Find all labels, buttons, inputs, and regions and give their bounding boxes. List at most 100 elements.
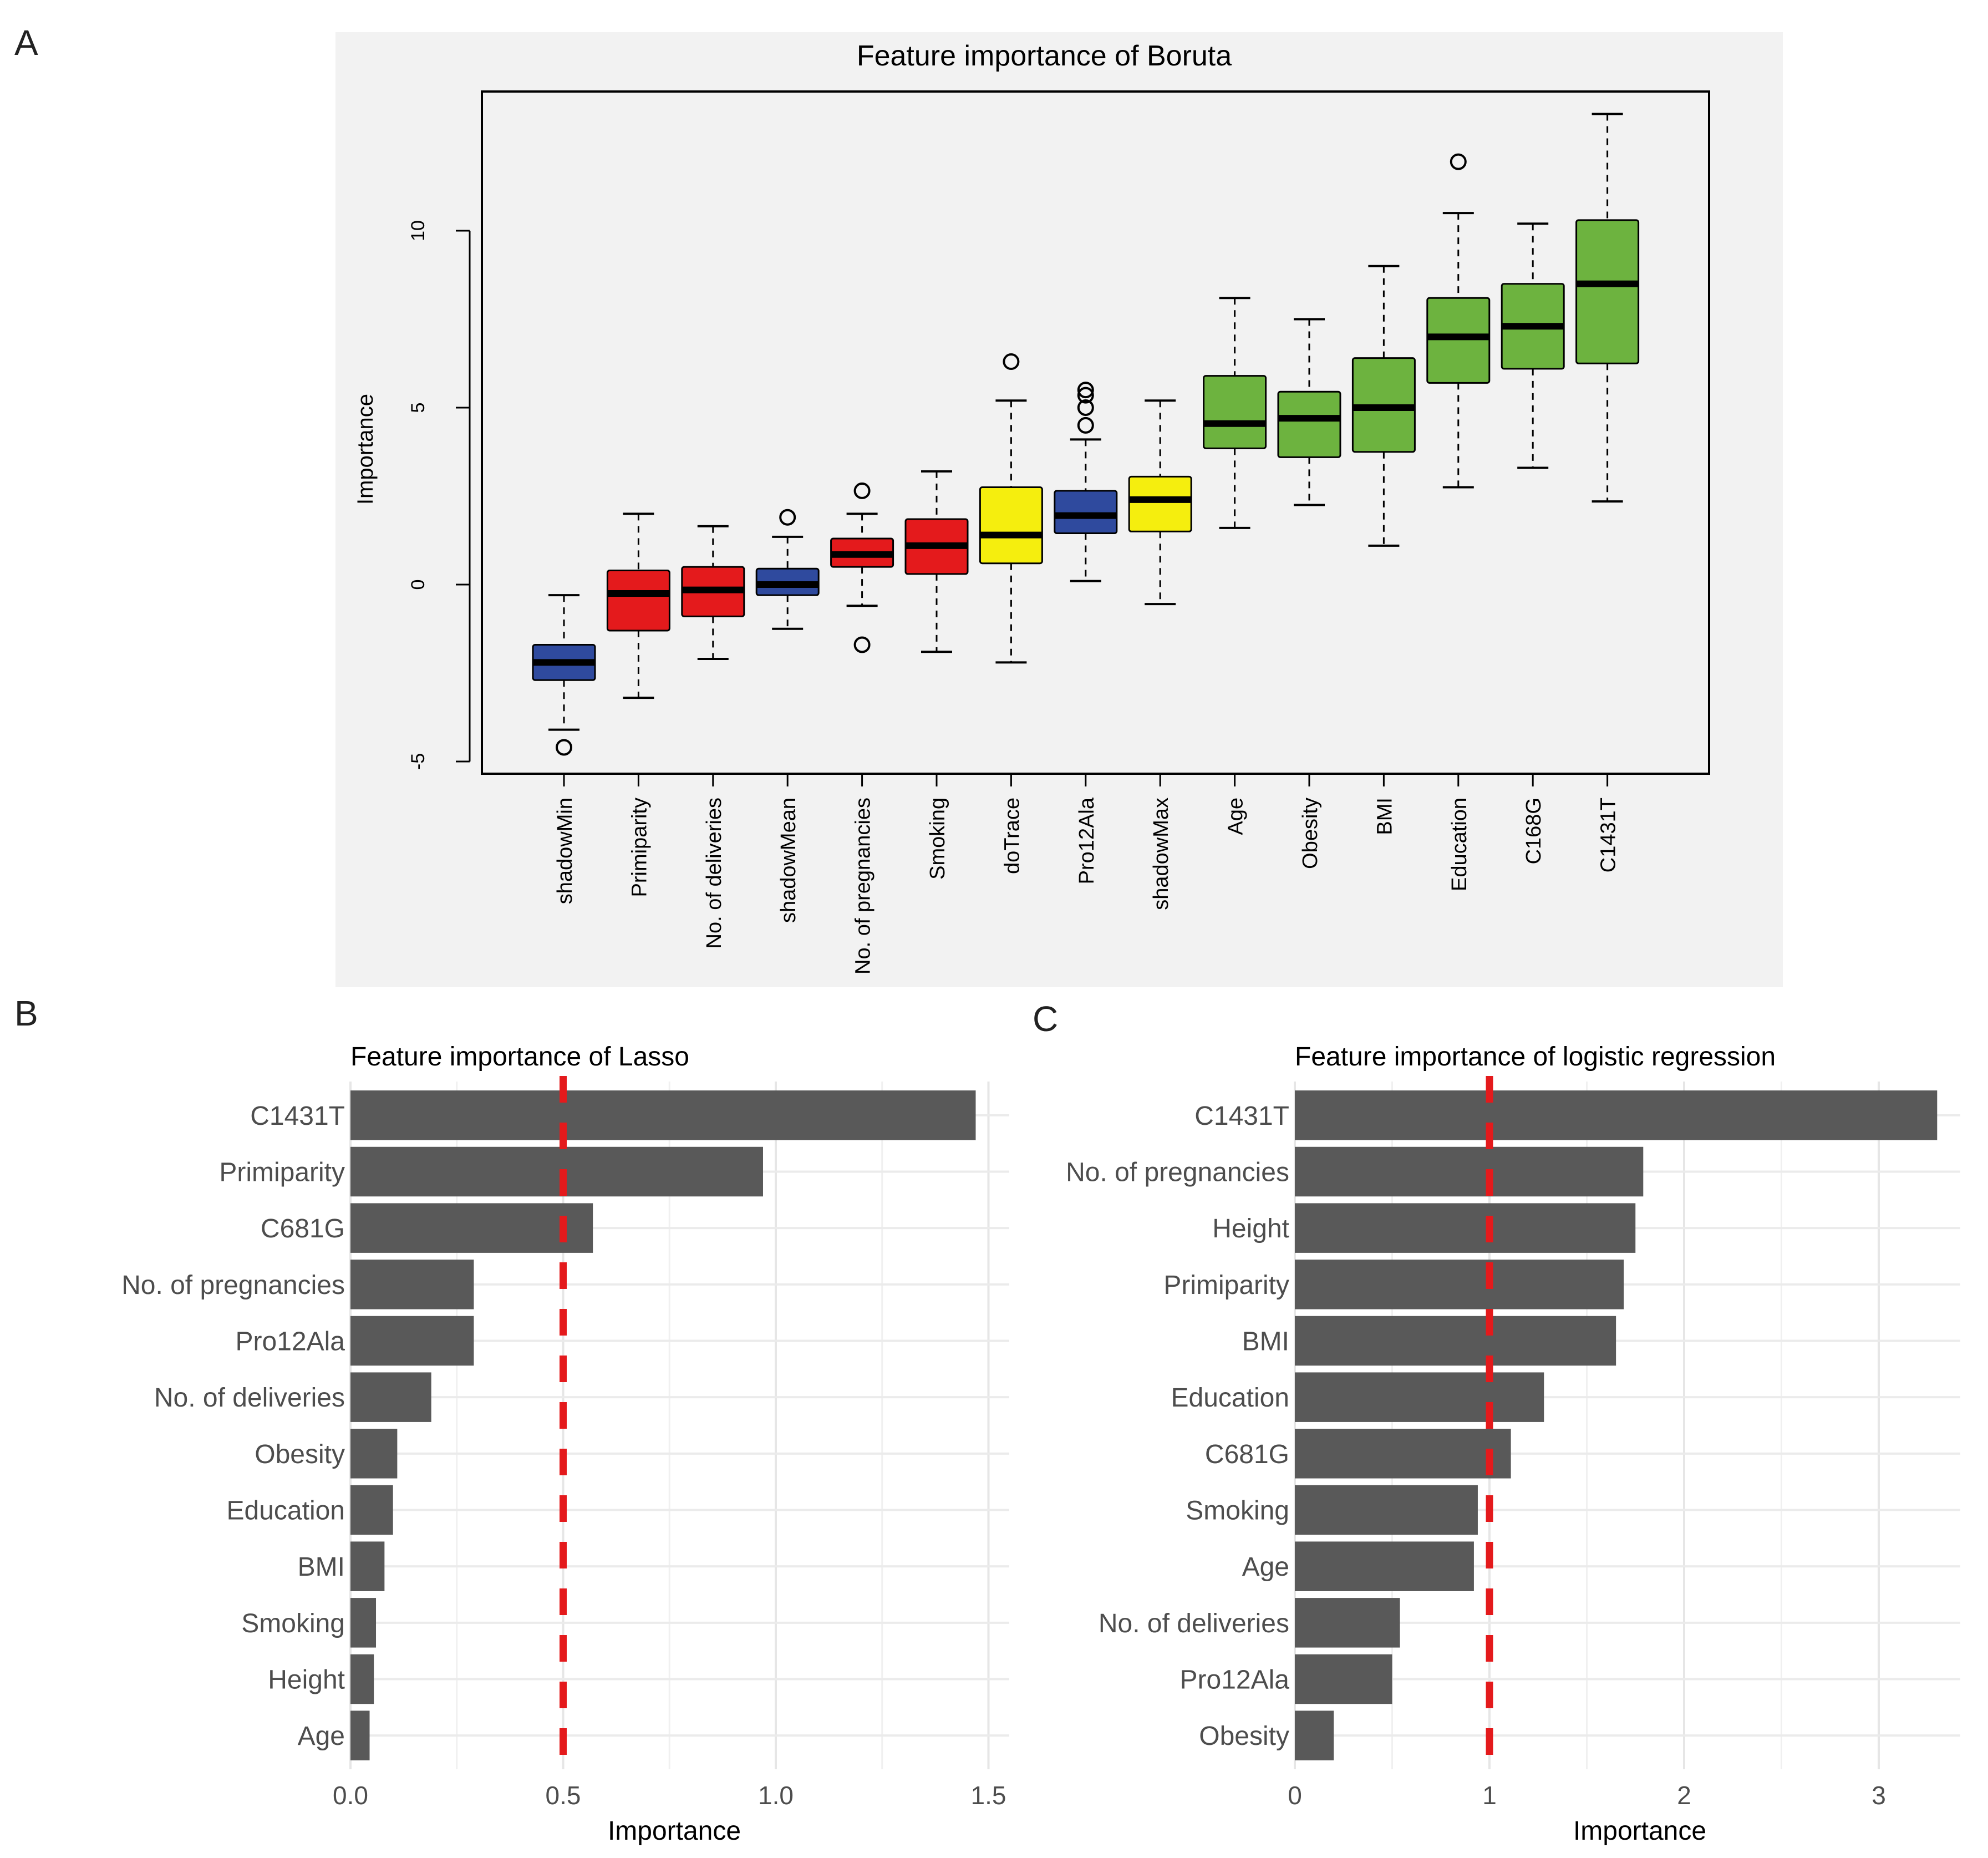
logistic-x-axis-label: Importance — [1573, 1816, 1706, 1846]
logistic-title: Feature importance of logistic regressio… — [1295, 1042, 1776, 1072]
boruta-y-tick-label: -5 — [408, 753, 429, 770]
boruta-label-c168g: C168G — [1522, 798, 1545, 864]
logistic-x-tick-labels: 0 1 2 3 — [1288, 1781, 1886, 1810]
boruta-iqr-box — [979, 486, 1043, 565]
boruta-plot-frame — [481, 90, 1710, 775]
lasso-label-c1431t: C1431T — [250, 1101, 345, 1131]
boruta-box-dotrace — [979, 353, 1043, 786]
lasso-bar-c681g — [350, 1203, 593, 1253]
lasso-x-tick-label: 1.5 — [971, 1781, 1006, 1810]
boruta-iqr-box — [1277, 390, 1341, 458]
lasso-label-pro12ala: Pro12Ala — [236, 1327, 345, 1357]
logistic-category-labels: C1431T No. of pregnancies Height Primiparit… — [1066, 1101, 1289, 1751]
lasso-bar-height — [350, 1654, 374, 1704]
boruta-outlier — [853, 482, 871, 499]
logistic-x-tick-label: 0 — [1288, 1781, 1302, 1810]
lasso-bar-obesity — [350, 1429, 398, 1479]
logistic-label-c681g: C681G — [1205, 1440, 1289, 1469]
boruta-box-shadowmax — [1128, 399, 1192, 786]
boruta-box-c168g — [1501, 222, 1565, 786]
boruta-y-tick-label: 10 — [408, 220, 429, 241]
lasso-bar-education — [350, 1485, 393, 1535]
lasso-category-labels: C1431T Primiparity C681G No. of pregnancies… — [121, 1101, 345, 1751]
boruta-label-smoking: Smoking — [926, 798, 949, 880]
logistic-bar-smoking — [1295, 1485, 1478, 1535]
logistic-bar-c1431t — [1295, 1090, 1938, 1140]
lasso-label-height: Height — [268, 1666, 345, 1695]
boruta-outlier — [1003, 353, 1020, 370]
boruta-iqr-box — [1575, 219, 1640, 364]
lasso-label-c681g: C681G — [261, 1214, 345, 1243]
lasso-bar-no-of-pregnancies — [350, 1260, 474, 1309]
logistic-bar-age — [1295, 1541, 1474, 1591]
boruta-label-education: Education — [1448, 798, 1471, 891]
logistic-label-obesity: Obesity — [1199, 1722, 1289, 1751]
boruta-outlier — [779, 509, 796, 526]
logistic-label-education: Education — [1171, 1383, 1290, 1413]
lasso-label-obesity: Obesity — [255, 1440, 345, 1469]
logistic-bar-no-of-deliveries — [1295, 1598, 1400, 1648]
boruta-outlier — [1450, 153, 1467, 170]
boruta-x-tick-labels: shadowMin Primiparity No. of deliveries sha… — [553, 797, 1620, 974]
boruta-label-shadowmax: shadowMax — [1150, 798, 1173, 910]
boruta-outlier — [853, 636, 871, 653]
boruta-outlier — [1077, 382, 1094, 399]
boruta-iqr-box — [1426, 297, 1491, 384]
logistic-x-tick-label: 3 — [1872, 1781, 1886, 1810]
lasso-x-tick-label: 0.0 — [333, 1781, 368, 1810]
panel-label-b: B — [14, 993, 38, 1033]
boruta-box-no-of-pregnancies — [830, 482, 894, 786]
logistic-label-c1431t: C1431T — [1194, 1101, 1289, 1131]
logistic-label-pro12ala: Pro12Ala — [1180, 1666, 1290, 1695]
boruta-outlier — [1077, 399, 1094, 416]
logistic-bar-bmi — [1295, 1316, 1616, 1366]
boruta-box-obesity — [1277, 318, 1341, 786]
boruta-outlier — [556, 739, 572, 756]
lasso-panel: Feature importance of Lasso C1431T Primip… — [121, 1042, 1009, 1846]
lasso-bar-primiparity — [350, 1146, 763, 1197]
boruta-boxes — [532, 113, 1640, 786]
boruta-label-shadowmean: shadowMean — [777, 798, 800, 923]
boruta-title: Feature importance of Boruta — [857, 40, 1232, 72]
boruta-box-education — [1426, 153, 1491, 786]
lasso-bar-c1431t — [350, 1090, 976, 1140]
lasso-x-axis-label: Importance — [608, 1816, 741, 1846]
logistic-panel: Feature importance of logistic regressio… — [1066, 1042, 1960, 1846]
boruta-label-age: Age — [1224, 798, 1248, 835]
logistic-bar-c681g — [1295, 1429, 1511, 1479]
lasso-bars — [350, 1090, 976, 1760]
logistic-bar-height — [1295, 1203, 1636, 1253]
logistic-bars — [1295, 1090, 1938, 1760]
lasso-bar-bmi — [350, 1541, 385, 1591]
logistic-label-age: Age — [1242, 1552, 1289, 1582]
lasso-bar-age — [350, 1710, 370, 1760]
lasso-x-tick-label: 1.0 — [758, 1781, 794, 1810]
boruta-label-bmi: BMI — [1373, 798, 1396, 835]
logistic-label-no-of-pregnancies: No. of pregnancies — [1066, 1158, 1289, 1187]
logistic-label-no-of-deliveries: No. of deliveries — [1099, 1609, 1289, 1638]
lasso-label-education: Education — [227, 1496, 345, 1526]
boruta-label-no-of-deliveries: No. of deliveries — [703, 798, 726, 948]
boruta-iqr-box — [1054, 490, 1118, 534]
boruta-panel: Feature importance of Boruta Importance … — [335, 32, 1783, 987]
boruta-outlier — [1077, 417, 1094, 434]
logistic-bar-no-of-pregnancies — [1295, 1146, 1644, 1197]
boruta-box-smoking — [904, 470, 969, 786]
lasso-label-no-of-deliveries: No. of deliveries — [154, 1383, 345, 1413]
lasso-bar-smoking — [350, 1598, 377, 1648]
lasso-bar-pro12ala — [350, 1316, 474, 1366]
boruta-box-no-of-deliveries — [681, 525, 745, 786]
boruta-y-tick-label: 0 — [408, 580, 429, 590]
lasso-bar-no-of-deliveries — [350, 1372, 431, 1422]
lasso-label-age: Age — [298, 1722, 345, 1751]
boruta-y-tick-label: 5 — [408, 403, 429, 413]
boruta-box-shadowmean — [755, 509, 820, 786]
panel-label-a: A — [14, 23, 38, 63]
boruta-box-pro12ala — [1054, 382, 1118, 786]
boruta-outlier — [1077, 387, 1094, 404]
boruta-label-shadowmin: shadowMin — [553, 798, 577, 904]
logistic-x-tick-label: 1 — [1482, 1781, 1497, 1810]
logistic-bar-education — [1295, 1372, 1544, 1422]
lasso-x-tick-label: 0.5 — [546, 1781, 581, 1810]
logistic-x-tick-label: 2 — [1677, 1781, 1691, 1810]
